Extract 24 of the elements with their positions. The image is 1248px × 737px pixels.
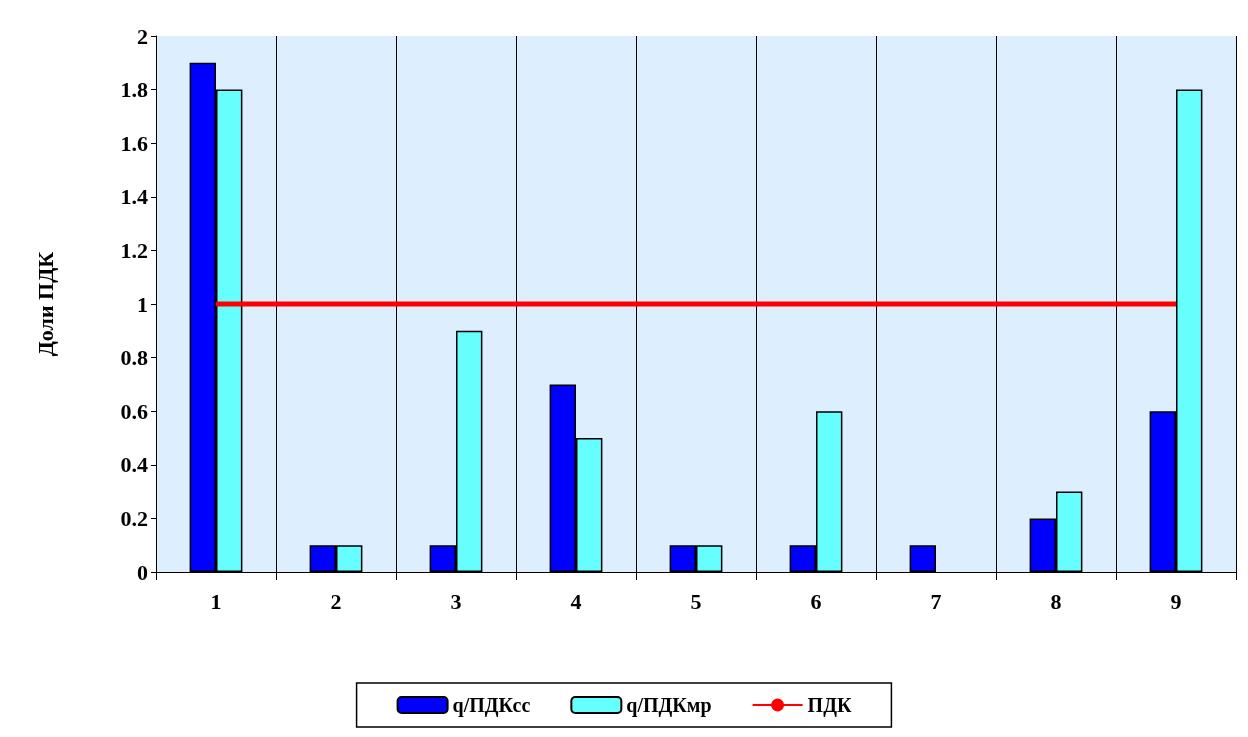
y-tick-label: 1.4 xyxy=(120,184,148,210)
y-tick-label: 2 xyxy=(137,23,148,49)
x-tick-label: 4 xyxy=(570,588,582,614)
y-tick-label: 1.2 xyxy=(120,237,148,263)
x-tick-label: 9 xyxy=(1170,588,1182,614)
x-tick-label: 7 xyxy=(930,588,942,614)
x-tick-label: 3 xyxy=(450,588,462,614)
x-tick-label: 6 xyxy=(810,588,822,614)
y-tick-label: 1 xyxy=(137,291,148,317)
y-tick-label: 0.4 xyxy=(120,452,148,478)
x-tick-label: 8 xyxy=(1050,588,1062,614)
x-tick-label: 1 xyxy=(210,588,222,614)
y-tick-label: 0.2 xyxy=(120,505,148,531)
y-tick-label: 1.6 xyxy=(120,130,148,156)
legend-label: q/ПДКсс xyxy=(452,694,531,717)
y-axis-title: Доли ПДК xyxy=(32,251,58,357)
x-tick-label: 2 xyxy=(330,588,342,614)
legend-label: ПДК xyxy=(807,694,852,717)
y-tick-label: 1.8 xyxy=(120,77,148,103)
x-tick-label: 5 xyxy=(690,588,702,614)
legend-label: q/ПДКмр xyxy=(626,694,712,717)
y-tick-label: 0.6 xyxy=(120,398,148,424)
y-tick-label: 0.8 xyxy=(120,345,148,371)
y-tick-label: 0 xyxy=(137,559,148,585)
